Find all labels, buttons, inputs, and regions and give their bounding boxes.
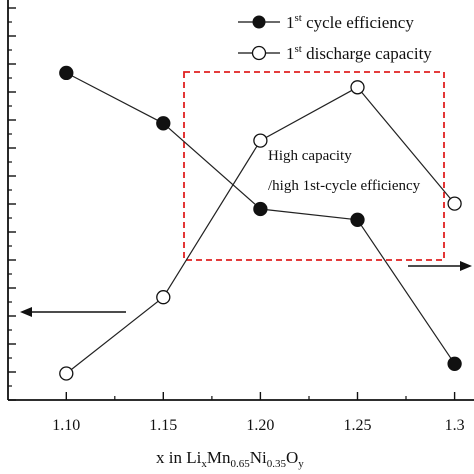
- x-axis-ticks: 1.10 1.15 1.20 1.25 1.3: [52, 392, 465, 434]
- series-line-capacity: [65, 86, 456, 374]
- highlight-box: [183, 71, 445, 261]
- efficiency-point: [447, 356, 462, 371]
- legend-entry-efficiency: 1st cycle efficiency: [238, 12, 414, 32]
- svg-text:1st cycle efficiency: 1st cycle efficiency: [286, 12, 414, 32]
- legend-label-capacity-main: 1: [286, 44, 295, 63]
- capacity-point: [253, 133, 268, 148]
- x-tick-label: 1.3: [445, 417, 465, 434]
- right-axis-arrow: [408, 261, 472, 271]
- x-tick-label: 1.20: [246, 417, 274, 434]
- x-tick-label: 1.15: [149, 417, 177, 434]
- series-line-efficiency: [66, 72, 456, 365]
- legend-label-capacity-sup: st: [295, 43, 302, 55]
- annotation-line-1: High capacity: [268, 148, 352, 164]
- plot-area: [59, 65, 462, 381]
- efficiency-point: [350, 212, 365, 227]
- x-axis-title: x in LixMn0.65Ni0.35Oy: [156, 448, 304, 470]
- svg-text:1st discharge capacity: 1st discharge capacity: [286, 43, 432, 63]
- efficiency-point: [253, 201, 268, 217]
- efficiency-point: [156, 116, 171, 131]
- legend-label-capacity-rest: discharge capacity: [302, 44, 432, 63]
- legend-label-efficiency-main: 1: [286, 13, 295, 32]
- x-tick-label: 1.10: [52, 417, 80, 434]
- annotation-line-2: /high 1st-cycle efficiency: [268, 178, 421, 194]
- capacity-point: [59, 366, 74, 381]
- capacity-point: [156, 290, 171, 305]
- legend-marker-filled: [252, 15, 266, 29]
- legend: 1st cycle efficiency 1st discharge capac…: [238, 12, 432, 63]
- left-axis-arrow: [20, 307, 126, 317]
- efficiency-point: [59, 65, 74, 81]
- legend-marker-open: [251, 45, 267, 61]
- capacity-point: [447, 196, 462, 211]
- legend-label-efficiency-sup: st: [295, 12, 302, 24]
- legend-label-efficiency-rest: cycle efficiency: [302, 13, 415, 32]
- capacity-point: [350, 80, 365, 95]
- y-axis-ticks: [8, 7, 16, 401]
- x-tick-label: 1.25: [344, 417, 372, 434]
- legend-entry-capacity: 1st discharge capacity: [238, 43, 432, 63]
